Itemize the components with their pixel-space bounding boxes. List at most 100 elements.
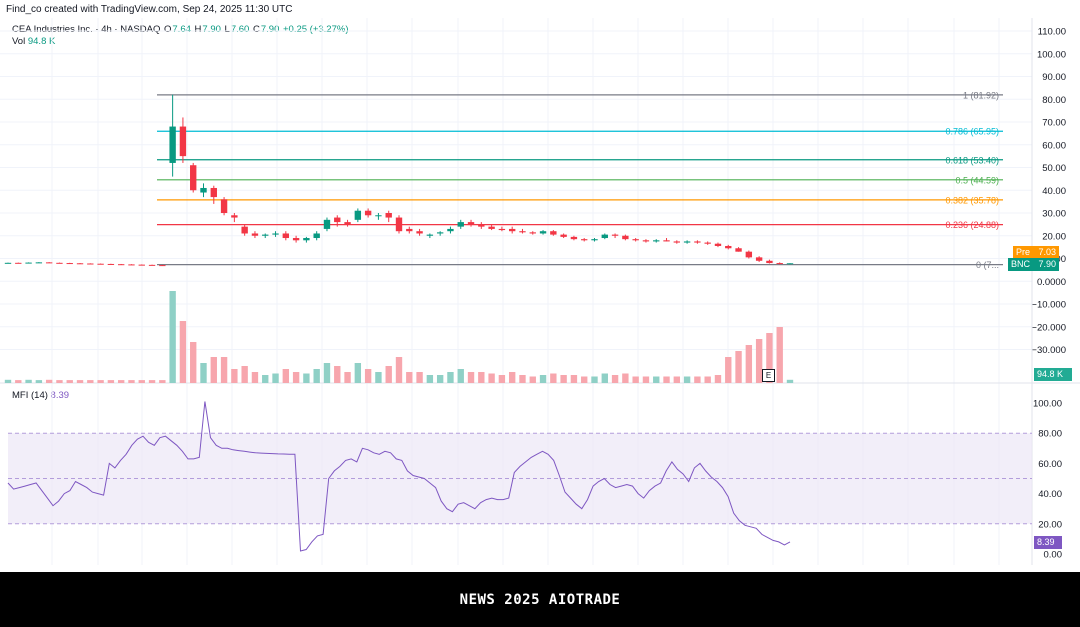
- candle-body: [766, 260, 773, 264]
- candle-body: [272, 233, 279, 235]
- ticker-label: BNC: [1011, 259, 1031, 269]
- premarket-label: Pre: [1016, 247, 1031, 257]
- price-tick-label: 20.00: [1042, 231, 1066, 242]
- candle-body: [436, 232, 444, 234]
- volume-bar: [354, 363, 362, 383]
- volume-bar: [334, 366, 341, 383]
- volume-bar: [56, 380, 63, 383]
- volume-bar: [107, 380, 115, 383]
- volume-bar: [704, 376, 711, 383]
- mfi-tick-label: 60.00: [1038, 459, 1062, 470]
- volume-bar: [611, 375, 619, 383]
- candle-body: [611, 234, 619, 236]
- candle-body: [117, 264, 125, 266]
- candle-body: [241, 226, 248, 234]
- volume-bar: [601, 373, 608, 383]
- volume-bar: [488, 373, 495, 383]
- mfi-value: 8.39: [50, 390, 70, 401]
- volume-bar: [519, 375, 526, 383]
- price-tick-label: 0.0000: [1037, 277, 1066, 288]
- price-tick-label: −10.000: [1031, 300, 1066, 311]
- volume-bar: [159, 380, 166, 383]
- volume-bar: [117, 380, 125, 383]
- fib-level-label: 0.5 (44.59): [955, 175, 999, 185]
- premarket-value: 7.03: [1038, 247, 1057, 257]
- fib-level-label: 1 (81.92): [963, 90, 999, 100]
- candle-body: [673, 241, 681, 243]
- candle-body: [190, 165, 197, 191]
- candle-body: [385, 213, 392, 218]
- candle-body: [776, 263, 783, 265]
- candle-body: [313, 233, 320, 239]
- volume-bar: [364, 369, 372, 383]
- volume-bar: [272, 373, 279, 383]
- volume-bar: [76, 380, 84, 383]
- open-label: O: [164, 24, 172, 35]
- candle-body: [519, 231, 526, 233]
- volume-bar: [4, 379, 12, 383]
- symbol-header: CEA Industries Inc. · 4h · NASDAQ O7.64 …: [12, 24, 350, 35]
- volume-bar: [755, 339, 763, 383]
- candle-body: [15, 262, 22, 264]
- candle-body: [725, 245, 732, 249]
- volume-bar: [539, 375, 547, 383]
- volume-bar: [786, 379, 794, 383]
- volume-bar: [87, 380, 94, 383]
- candle-body: [663, 240, 670, 242]
- candle-body: [416, 231, 423, 234]
- volume-bar: [138, 380, 145, 383]
- volume-bar: [683, 376, 691, 383]
- volume-bar: [653, 376, 660, 383]
- volume-bar: [478, 372, 485, 383]
- mfi-tick-label: 100.00: [1033, 399, 1062, 410]
- volume-bar: [210, 357, 217, 383]
- candle-body: [262, 234, 269, 236]
- candle-body: [344, 222, 351, 225]
- volume-bar: [642, 376, 650, 383]
- candle-body: [508, 228, 516, 232]
- candle-body: [406, 228, 413, 232]
- high-label: H: [194, 24, 202, 35]
- volume-bar: [416, 372, 423, 383]
- volume-bar: [498, 375, 506, 383]
- high-value: 7.90: [202, 24, 221, 35]
- low-label: L: [224, 24, 230, 35]
- volume-bar: [344, 372, 351, 383]
- candle-body: [570, 236, 578, 240]
- candle-body: [231, 215, 238, 218]
- fib-level-label: 0.236 (24.88): [945, 220, 999, 230]
- volume-bar: [262, 375, 269, 383]
- candle-body: [745, 251, 753, 258]
- candle-body: [539, 231, 547, 234]
- candle-body: [220, 199, 228, 213]
- candle-body: [128, 264, 135, 266]
- fib-level-label: 0.618 (53.40): [945, 155, 999, 165]
- symbol-name: CEA Industries Inc. · 4h · NASDAQ: [12, 24, 161, 35]
- candle-body: [529, 232, 536, 234]
- volume-bar: [313, 369, 320, 383]
- candle-body: [210, 187, 217, 198]
- volume-bar: [128, 380, 135, 383]
- candle-body: [550, 231, 557, 235]
- premarket-tag: Pre 7.03: [1013, 246, 1060, 259]
- volume-bar: [663, 376, 670, 383]
- candle-body: [786, 263, 794, 265]
- volume-bar: [148, 380, 156, 383]
- volume-bar: [622, 373, 629, 383]
- low-value: 7.60: [230, 24, 250, 35]
- volume-bar: [581, 376, 588, 383]
- earnings-marker[interactable]: E: [762, 369, 775, 382]
- change-value: +0.25 (+3.27%): [283, 24, 349, 35]
- candle-body: [581, 239, 588, 241]
- candle-body: [622, 235, 629, 240]
- volume-bar: [467, 372, 475, 383]
- price-tick-label: 40.00: [1042, 186, 1066, 197]
- price-chart[interactable]: 110.00 100.00 90.00 80.00 70.00 60.00 50.00 40.…: [0, 0, 1080, 572]
- candle-body: [375, 215, 382, 217]
- volume-bar: [436, 375, 444, 383]
- fib-level-label: 0.382 (35.78): [945, 195, 999, 205]
- close-label: C: [252, 24, 260, 35]
- volume-bar: [385, 366, 392, 383]
- chart-credit: Find_co created with TradingView.com, Se…: [6, 4, 293, 15]
- volume-header: Vol 94.8 K: [12, 36, 55, 47]
